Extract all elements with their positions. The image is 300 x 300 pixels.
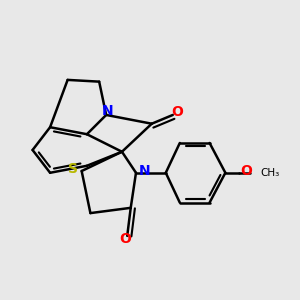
Text: O: O xyxy=(171,105,183,119)
Text: N: N xyxy=(102,104,114,118)
Text: CH₃: CH₃ xyxy=(260,168,280,178)
Text: O: O xyxy=(119,232,131,246)
Text: O: O xyxy=(240,164,252,178)
Text: S: S xyxy=(68,162,78,176)
Text: N: N xyxy=(139,164,151,178)
